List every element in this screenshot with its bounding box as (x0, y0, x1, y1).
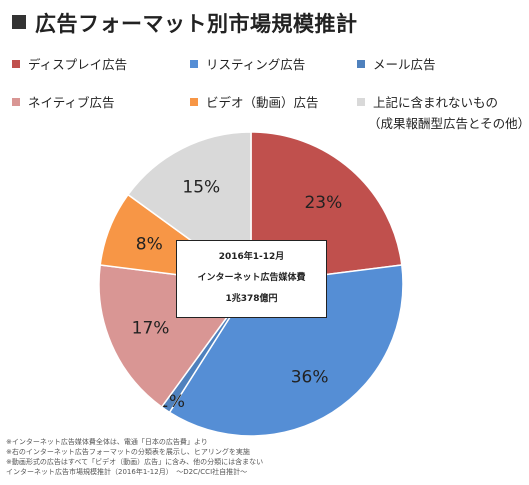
legend-item-mail: メール広告 (357, 54, 436, 73)
legend-swatch-other (357, 98, 365, 106)
chart-title-text: 広告フォーマット別市場規模推計 (35, 12, 358, 36)
footnote-4: インターネット広告市場規模推計（2016年1-12月） ～D2C/CCI社自推計… (6, 468, 248, 476)
legend-swatch-native (12, 98, 20, 106)
legend-swatch-video (190, 98, 198, 106)
legend-label-mail: メール広告 (373, 57, 436, 72)
pie-label-1: 36% (291, 367, 329, 387)
legend-label-display: ディスプレイ広告 (28, 57, 128, 72)
chart-title: 広告フォーマット別市場規模推計 (12, 8, 358, 38)
pie-label-5: 15% (182, 177, 220, 197)
center-period: 2016年1-12月 (218, 252, 285, 262)
legend-label-video: ビデオ（動画）広告 (206, 95, 319, 110)
legend-swatch-listing (190, 60, 198, 68)
footnote-2: ※右のインターネット広告フォーマットの分類表を展示し、ヒアリングを実施 (6, 448, 250, 456)
pie-label-4: 8% (136, 235, 163, 255)
center-info-box: 2016年1-12月 インターネット広告媒体費 1兆378億円 (176, 240, 327, 318)
center-metric: インターネット広告媒体費 (197, 273, 306, 283)
footnote-1: ※インターネット広告媒体費全体は、電通「日本の広告費」より (6, 438, 208, 446)
footnote-3: ※動画形式の広告はすべて「ビデオ（動画）広告」に含み、他の分類には含まない (6, 458, 264, 466)
legend-item-native: ネイティブ広告 (12, 92, 115, 111)
legend-item-display: ディスプレイ広告 (12, 54, 127, 73)
legend-swatch-display (12, 60, 20, 68)
legend-item-video: ビデオ（動画）広告 (190, 92, 319, 111)
legend-label-native: ネイティブ広告 (28, 95, 115, 110)
footnotes: ※インターネット広告媒体費全体は、電通「日本の広告費」より ※右のインターネット… (6, 437, 263, 477)
legend-sub-label: （成果報酬型広告とその他） (368, 116, 529, 131)
legend-swatch-mail (357, 60, 365, 68)
pie-label-3: 17% (132, 318, 170, 338)
legend-label-listing: リスティング広告 (206, 57, 306, 72)
legend-label-other: 上記に含まれないもの (373, 95, 499, 110)
legend-item-other: 上記に含まれないもの (357, 92, 498, 111)
pie-label-0: 23% (304, 193, 342, 213)
title-square-icon (12, 15, 26, 29)
pie-slice-1 (168, 264, 404, 437)
legend-item-listing: リスティング広告 (190, 54, 305, 73)
center-total: 1兆378億円 (225, 294, 278, 304)
